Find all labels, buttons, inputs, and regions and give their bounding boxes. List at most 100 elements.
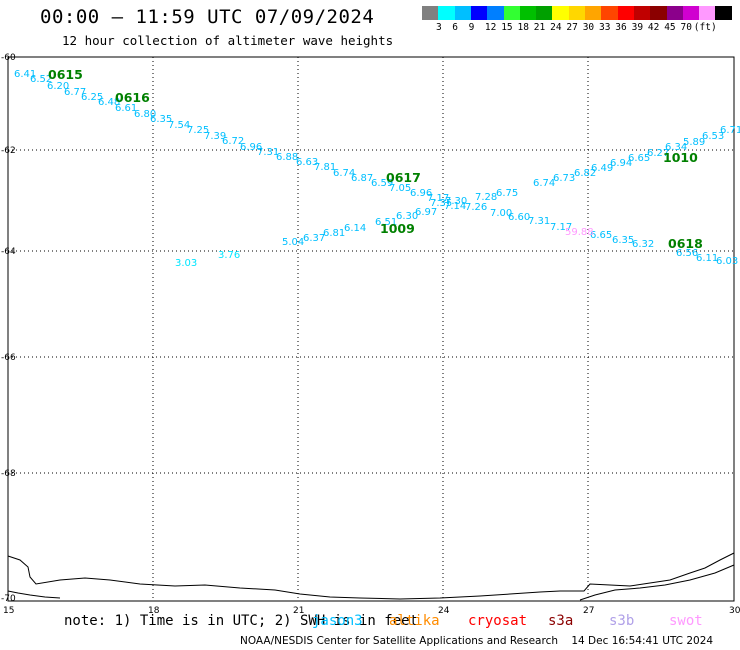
lat-label: -64	[1, 247, 16, 257]
wave-height-value: 7.17	[427, 193, 449, 204]
lat-label: -68	[1, 469, 16, 479]
wave-height-value: 6.73	[553, 173, 575, 184]
wave-height-value: 7.26	[465, 202, 487, 213]
satellite-name: swot	[669, 613, 703, 629]
satellite-name: cryosat	[468, 613, 528, 629]
wave-height-value: 6.81	[323, 228, 345, 239]
wave-height-value: 7.54	[168, 120, 190, 131]
lat-label: -66	[1, 353, 16, 363]
wave-height-value: 3.03	[175, 258, 197, 269]
legend-swatch	[568, 6, 586, 20]
wave-height-value: 7.31	[528, 216, 550, 227]
legend-label: 3	[436, 22, 442, 33]
legend-swatch	[682, 6, 700, 20]
satellite-name: s3b	[609, 613, 635, 629]
wave-height-value: 6.35	[150, 114, 172, 125]
pass-time-labels: 0615 0616 0617 1009 1010 0618	[48, 67, 703, 251]
legend-label: 42	[647, 22, 660, 33]
legend-swatch	[536, 6, 554, 20]
wave-height-value: 6.96	[240, 142, 262, 153]
wave-height-value: 6.52	[30, 74, 52, 85]
wave-height-value: 6.65	[590, 230, 612, 241]
lat-label: -62	[1, 146, 16, 156]
wave-height-value: 6.25	[81, 92, 103, 103]
lon-label: 30	[729, 606, 740, 616]
wave-height-value: 6.32	[632, 239, 654, 250]
wave-height-value: 7.31	[257, 147, 279, 158]
wave-height-value: 6.20	[47, 81, 69, 92]
lon-label: 15	[3, 606, 14, 616]
wave-height-value: 5.89	[683, 137, 705, 148]
legend-swatch	[438, 6, 456, 20]
legend-label: 21	[533, 22, 546, 33]
wave-height-track-a: 6.416.526.206.776.256.486.616.806.357.54…	[14, 69, 738, 267]
wave-height-value: 6.71	[720, 125, 740, 136]
wave-height-value: 6.49	[591, 163, 613, 174]
satellite-name: s3a	[548, 613, 574, 629]
legend-label: 39	[631, 22, 644, 33]
legend-label: 15	[501, 22, 513, 33]
legend-swatch	[633, 6, 651, 20]
wave-height-value: 6.51	[375, 217, 397, 228]
lon-label: 18	[148, 606, 160, 616]
wave-height-value: 6.56	[676, 248, 698, 259]
wave-height-value: 7.81	[314, 162, 336, 173]
wave-height-value: 6.03	[716, 256, 738, 267]
wave-height-value: 6.37	[303, 233, 325, 244]
lon-label: 24	[438, 606, 450, 616]
wave-height-value: 6.30	[396, 211, 418, 222]
wave-height-track-b: 3.03 3.76 5.046.376.816.14 6.516.306.977.35…	[175, 125, 740, 269]
legend-swatch	[715, 6, 733, 20]
wave-height-value: 7.35	[430, 198, 452, 209]
wave-height-value: 6.65	[628, 153, 650, 164]
legend-swatch	[699, 6, 717, 20]
legend-swatch	[454, 6, 472, 20]
wave-height-value: 6.72	[222, 136, 244, 147]
wave-height-value: 7.28	[475, 192, 497, 203]
axis-labels: -60 -62 -64 -66 -68 -70 15 18 21 24 27 30	[1, 53, 740, 616]
wave-height-value: 7.25	[187, 125, 209, 136]
pass-time-label: 0618	[668, 236, 703, 251]
wave-height-value: 6.59	[371, 178, 393, 189]
wave-height-value: 6.63	[296, 157, 318, 168]
wave-height-value: 6.34	[665, 142, 687, 153]
legend-swatch	[487, 6, 505, 20]
wave-height-value: 3.76	[218, 250, 240, 261]
credit-line: NOAA/NESDIS Center for Satellite Applica…	[240, 635, 714, 647]
wave-height-value: 6.82	[574, 168, 596, 179]
plot-frame	[7, 56, 735, 602]
lat-label: -60	[1, 53, 16, 63]
legend-swatch	[470, 6, 488, 20]
legend-label: 27	[566, 22, 578, 33]
legend-label: (ft)	[693, 22, 717, 33]
pass-time-label: 1009	[380, 221, 415, 236]
note-text: note: 1) Time is in UTC; 2) SWH is in fe…	[64, 613, 419, 629]
wave-height-value: 5.04	[282, 237, 304, 248]
wave-height-value: 6.53	[702, 131, 724, 142]
wave-height-value: 6.11	[696, 253, 718, 264]
legend-swatch	[617, 6, 635, 20]
wave-height-value: 6.48	[98, 97, 120, 108]
pass-time-label: 0617	[386, 170, 421, 185]
wave-height-value: 6.88	[276, 152, 298, 163]
legend-swatch	[552, 6, 570, 20]
legend-label: 18	[517, 22, 529, 33]
wave-height-value: 59.88	[565, 227, 594, 238]
wave-height-value: 6.60	[508, 212, 530, 223]
wave-height-value: 6.74	[533, 178, 555, 189]
legend-label: 70	[680, 22, 692, 33]
satellite-name: altika	[389, 613, 440, 629]
legend-swatch	[650, 6, 668, 20]
lat-label: -70	[1, 594, 16, 604]
legend-label: 24	[550, 22, 562, 33]
wave-height-value: 7.30	[445, 196, 467, 207]
legend-swatch	[585, 6, 602, 20]
wave-height-value: 6.96	[410, 188, 432, 199]
legend-label: 36	[615, 22, 627, 33]
legend-swatch	[422, 6, 439, 20]
legend-label: 9	[468, 22, 475, 33]
wave-height-value: 7.17	[550, 222, 572, 233]
wave-height-value: 7.05	[389, 183, 411, 194]
